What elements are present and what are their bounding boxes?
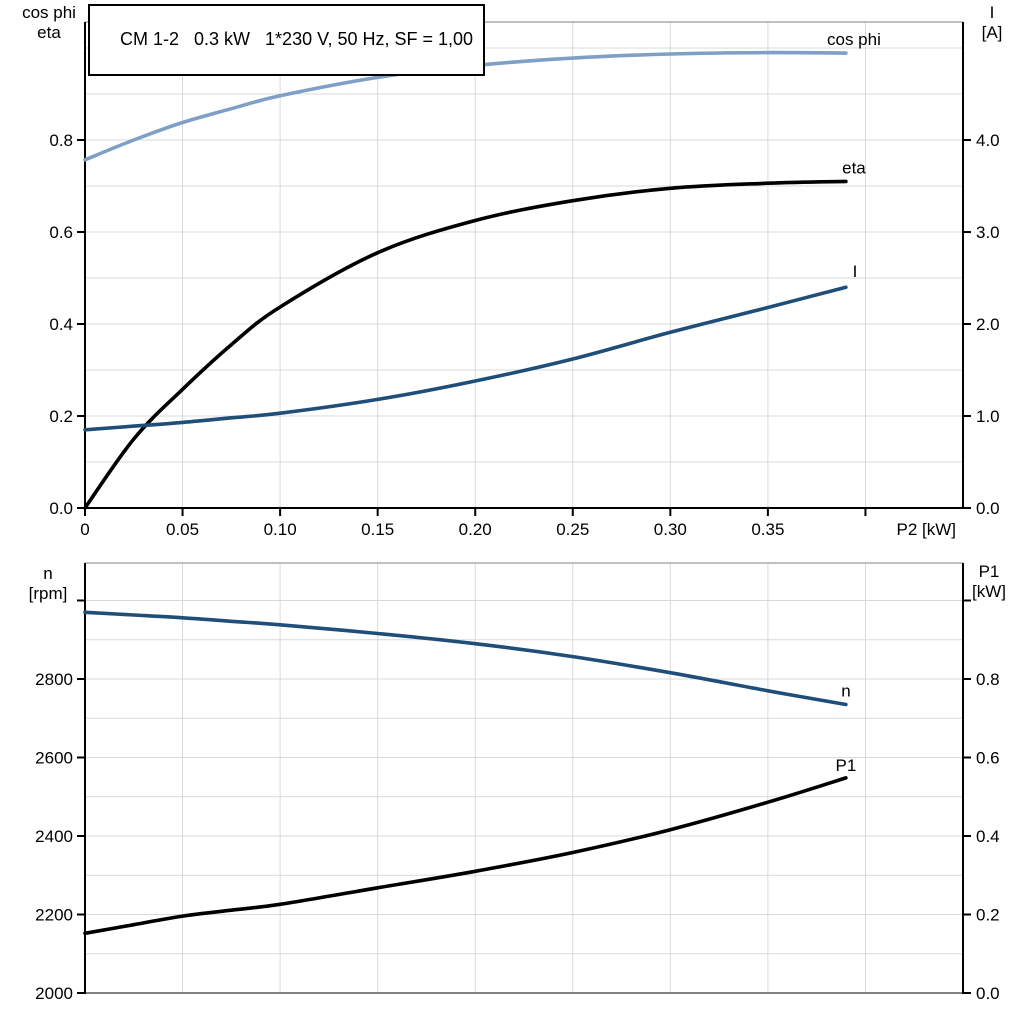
top-right-axis-title: I [A] [966,3,1018,43]
axis-title-line: [rpm] [28,584,68,603]
series-i [83,285,848,432]
x-tick-label: 0 [80,520,89,539]
axis-title-line: P1 [978,562,1000,581]
right-tick-label: 2.0 [976,315,1000,334]
chart-1: 2000 2200 2400 2600 2800 0.0 0.2 0.4 0.6 0.8 n P1 [35,562,1000,1003]
right-tick-label: 0.0 [976,984,1000,1003]
left-tick-label: 0.6 [49,223,73,242]
left-tick-label: 2600 [35,748,73,767]
gridlines [85,563,963,993]
right-tick-label: 4.0 [976,131,1000,150]
tick-marks-and-labels: 2000 2200 2400 2600 2800 0.0 0.2 0.4 0.6 0.8 [35,599,1000,1003]
bottom-left-axis-title: n [rpm] [16,564,80,604]
series-n [83,610,848,707]
series-label-cos-phi: cos phi [827,30,881,49]
series-label-eta: eta [842,158,866,177]
left-tick-label: 0.8 [49,131,73,150]
left-tick-label: 0.2 [49,407,73,426]
series-p1 [83,776,848,936]
right-tick-label: 0.4 [976,827,1000,846]
series-label-p1: P1 [836,756,857,775]
x-tick-label: 0.35 [751,520,784,539]
series-label-i: I [853,262,858,281]
chart-0: 0.0 0.2 0.4 0.6 0.8 0.0 1.0 2.0 3.0 4.0 0 0.05 0.10 0… [49,21,1000,539]
left-tick-label: 0.4 [49,315,73,334]
axis-title-line: [A] [981,23,1003,42]
series-eta [83,179,848,510]
axes [84,562,964,994]
right-tick-label: 0.2 [976,905,1000,924]
x-tick-label: 0.30 [654,520,687,539]
series-curves: cos phi eta I [83,30,881,510]
x-tick-label: 0.05 [166,520,199,539]
x-tick-label: 0.10 [264,520,297,539]
left-tick-label: 2200 [35,905,73,924]
right-tick-label: 0.6 [976,748,1000,767]
tick-marks-and-labels: 0.0 0.2 0.4 0.6 0.8 0.0 1.0 2.0 3.0 4.0 0 0.05 0.10 0… [49,131,999,539]
chart-title-text: CM 1-2 0.3 kW 1*230 V, 50 Hz, SF = 1,00 [120,29,474,49]
axis-title-line: cos phi [22,3,76,22]
series-curves: n P1 [83,610,857,936]
axis-title-line: eta [37,23,61,42]
gridlines [85,22,963,508]
axis-title-line: [kW] [972,582,1006,601]
series-label-n: n [841,682,850,701]
right-tick-label: 0.8 [976,670,1000,689]
left-tick-label: 0.0 [49,499,73,518]
bottom-right-axis-title: P1 [kW] [960,562,1018,602]
x-axis-label: P2 [kW] [896,520,956,539]
left-tick-label: 2000 [35,984,73,1003]
left-tick-label: 2800 [35,670,73,689]
right-tick-label: 0.0 [976,499,1000,518]
axis-title-line: n [43,564,53,583]
axis-title-line: I [989,3,995,22]
x-tick-label: 0.15 [361,520,394,539]
axes [84,21,964,509]
x-tick-label: 0.20 [459,520,492,539]
right-tick-label: 3.0 [976,223,1000,242]
right-tick-label: 1.0 [976,407,1000,426]
x-tick-label: 0.25 [556,520,589,539]
chart-title-box: CM 1-2 0.3 kW 1*230 V, 50 Hz, SF = 1,00 [88,4,486,76]
left-tick-label: 2400 [35,827,73,846]
top-left-axis-title: cos phi eta [10,3,88,43]
